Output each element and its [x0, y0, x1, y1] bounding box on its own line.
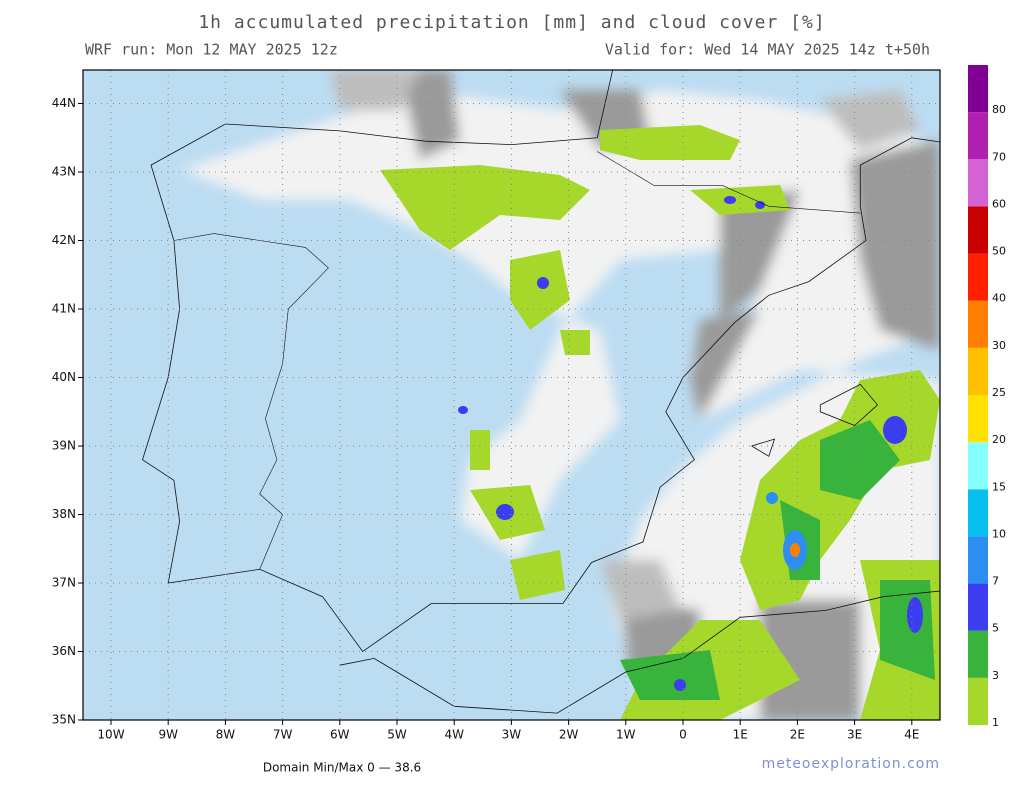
domain-minmax: Domain Min/Max 0 — 38.6	[263, 761, 421, 775]
colorbar-label: 5	[992, 622, 999, 635]
map	[83, 70, 940, 720]
colorbar-segment	[968, 536, 988, 584]
lon-label: 2W	[559, 728, 579, 742]
lon-label: 4W	[444, 728, 464, 742]
colorbar-label: 3	[992, 669, 999, 682]
colorbar-label: 1	[992, 716, 999, 729]
lat-label: 44N	[52, 96, 76, 110]
colorbar-label: 20	[992, 433, 1006, 446]
colorbar-segment	[968, 159, 988, 207]
colorbar-segment	[968, 65, 988, 113]
colorbar-label: 70	[992, 150, 1006, 163]
colorbar: 1 3 5 7 10 15 20 25 30 40 50 60 70 80	[968, 65, 1006, 729]
lat-label: 43N	[52, 165, 76, 179]
coastline	[142, 70, 940, 653]
colorbar-label: 60	[992, 197, 1006, 210]
lat-label: 42N	[52, 233, 76, 247]
colorbar-segment	[968, 253, 988, 301]
coastlines	[142, 70, 940, 714]
axes: 35N 36N 37N 38N 39N 40N 41N 42N 43N 44N 10W 9W 8W 7W 6…	[52, 96, 920, 742]
lon-label: 9W	[158, 728, 178, 742]
island	[819, 383, 879, 426]
lon-label: 2E	[790, 728, 805, 742]
colorbar-segment	[968, 442, 988, 490]
colorbar-label: 30	[992, 339, 1006, 352]
valid-info: Valid for: Wed 14 MAY 2025 14z t+50h	[605, 41, 930, 59]
credit: meteoexploration.com	[762, 756, 940, 772]
precipitation	[380, 125, 940, 720]
lon-label: 5W	[387, 728, 407, 742]
colorbar-segment	[968, 677, 988, 725]
colorbar-label: 15	[992, 480, 1006, 493]
colorbar-segment	[968, 300, 988, 348]
lat-label: 37N	[52, 576, 76, 590]
colorbar-segment	[968, 583, 988, 631]
lon-label: 8W	[216, 728, 236, 742]
lon-label: 1E	[733, 728, 748, 742]
border	[173, 233, 329, 570]
colorbar-segment	[968, 347, 988, 395]
border	[597, 151, 861, 214]
lat-label: 35N	[52, 713, 76, 727]
lat-label: 38N	[52, 507, 76, 521]
colorbar-label: 40	[992, 292, 1006, 305]
colorbar-label: 80	[992, 103, 1006, 116]
run-info: WRF run: Mon 12 MAY 2025 12z	[85, 41, 338, 59]
colorbar-label: 25	[992, 386, 1006, 399]
colorbar-label: 7	[992, 575, 999, 588]
graticule	[83, 70, 940, 720]
lon-label: 3W	[502, 728, 522, 742]
colorbar-segment	[968, 395, 988, 443]
colorbar-segment	[968, 206, 988, 254]
colorbar-label: 50	[992, 245, 1006, 258]
lon-label: 1W	[616, 728, 636, 742]
lon-label: 7W	[273, 728, 293, 742]
colorbar-segment	[968, 630, 988, 678]
colorbar-segment	[968, 489, 988, 537]
island	[751, 438, 776, 457]
title: 1h accumulated precipitation [mm] and cl…	[198, 12, 825, 33]
lon-label: 0	[679, 728, 687, 742]
colorbar-segment	[968, 112, 988, 160]
lat-label: 39N	[52, 439, 76, 453]
lat-label: 41N	[52, 302, 76, 316]
lon-label: 10W	[97, 728, 124, 742]
lon-label: 4E	[904, 728, 919, 742]
lat-label: 36N	[52, 644, 76, 658]
coastline	[339, 590, 940, 714]
lon-label: 6W	[330, 728, 350, 742]
lon-label: 3E	[847, 728, 862, 742]
colorbar-label: 10	[992, 527, 1006, 540]
lat-label: 40N	[52, 370, 76, 384]
